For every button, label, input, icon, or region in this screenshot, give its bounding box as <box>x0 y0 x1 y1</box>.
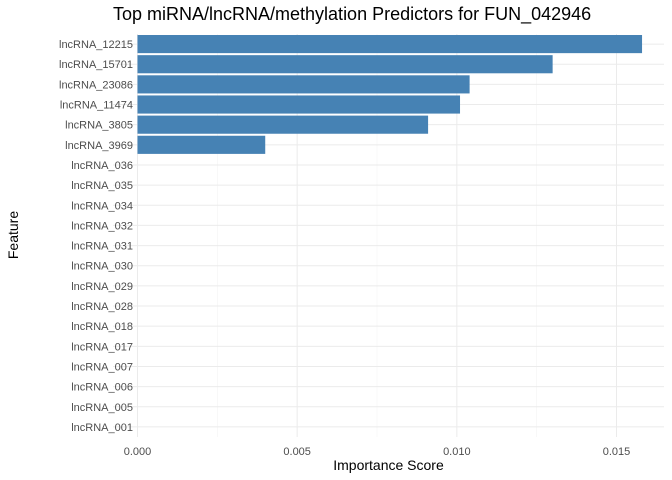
x-tick-label: 0.015 <box>603 446 631 458</box>
bar <box>137 75 470 94</box>
y-tick-label: lncRNA_036 <box>71 160 133 172</box>
y-tick-label: lncRNA_3805 <box>65 120 133 132</box>
y-tick-label: lncRNA_001 <box>71 422 133 434</box>
y-tick-label: lncRNA_11474 <box>60 100 133 112</box>
y-tick-label: lncRNA_12215 <box>59 39 133 51</box>
y-tick-label: lncRNA_23086 <box>59 79 133 91</box>
y-tick-label: lncRNA_3969 <box>65 140 133 152</box>
bar <box>137 55 553 74</box>
x-tick-label: 0.005 <box>283 446 311 458</box>
chart-title: Top miRNA/lncRNA/methylation Predictors … <box>113 4 591 25</box>
y-tick-label: lncRNA_007 <box>71 361 133 373</box>
y-tick-label: lncRNA_005 <box>71 402 133 414</box>
y-tick-label: lncRNA_029 <box>71 281 133 293</box>
bar <box>137 115 429 134</box>
bar <box>137 35 643 54</box>
y-tick-label: lncRNA_035 <box>71 180 133 192</box>
y-tick-label: lncRNA_017 <box>71 341 133 353</box>
bar <box>137 135 266 154</box>
y-tick-label: lncRNA_15701 <box>59 59 133 71</box>
x-axis-title: Importance Score <box>333 457 444 473</box>
y-tick-label: lncRNA_031 <box>71 241 133 253</box>
y-tick-label: lncRNA_018 <box>71 321 133 333</box>
y-tick-label: lncRNA_030 <box>71 261 133 273</box>
y-tick-label: lncRNA_034 <box>71 200 133 212</box>
y-tick-label: lncRNA_006 <box>71 382 133 394</box>
y-tick-labels: lncRNA_12215 lncRNA_15701 lncRNA_23086 lncR… <box>59 39 133 434</box>
x-tick-label: 0.000 <box>124 446 152 458</box>
x-tick-labels: 0.000 0.005 0.010 0.015 <box>124 446 631 458</box>
y-axis-title: Feature <box>5 211 21 259</box>
bars <box>137 35 643 154</box>
bar <box>137 95 461 114</box>
y-tick-label: lncRNA_028 <box>71 301 133 313</box>
y-tick-label: lncRNA_032 <box>71 220 133 232</box>
x-tick-label: 0.010 <box>443 446 471 458</box>
